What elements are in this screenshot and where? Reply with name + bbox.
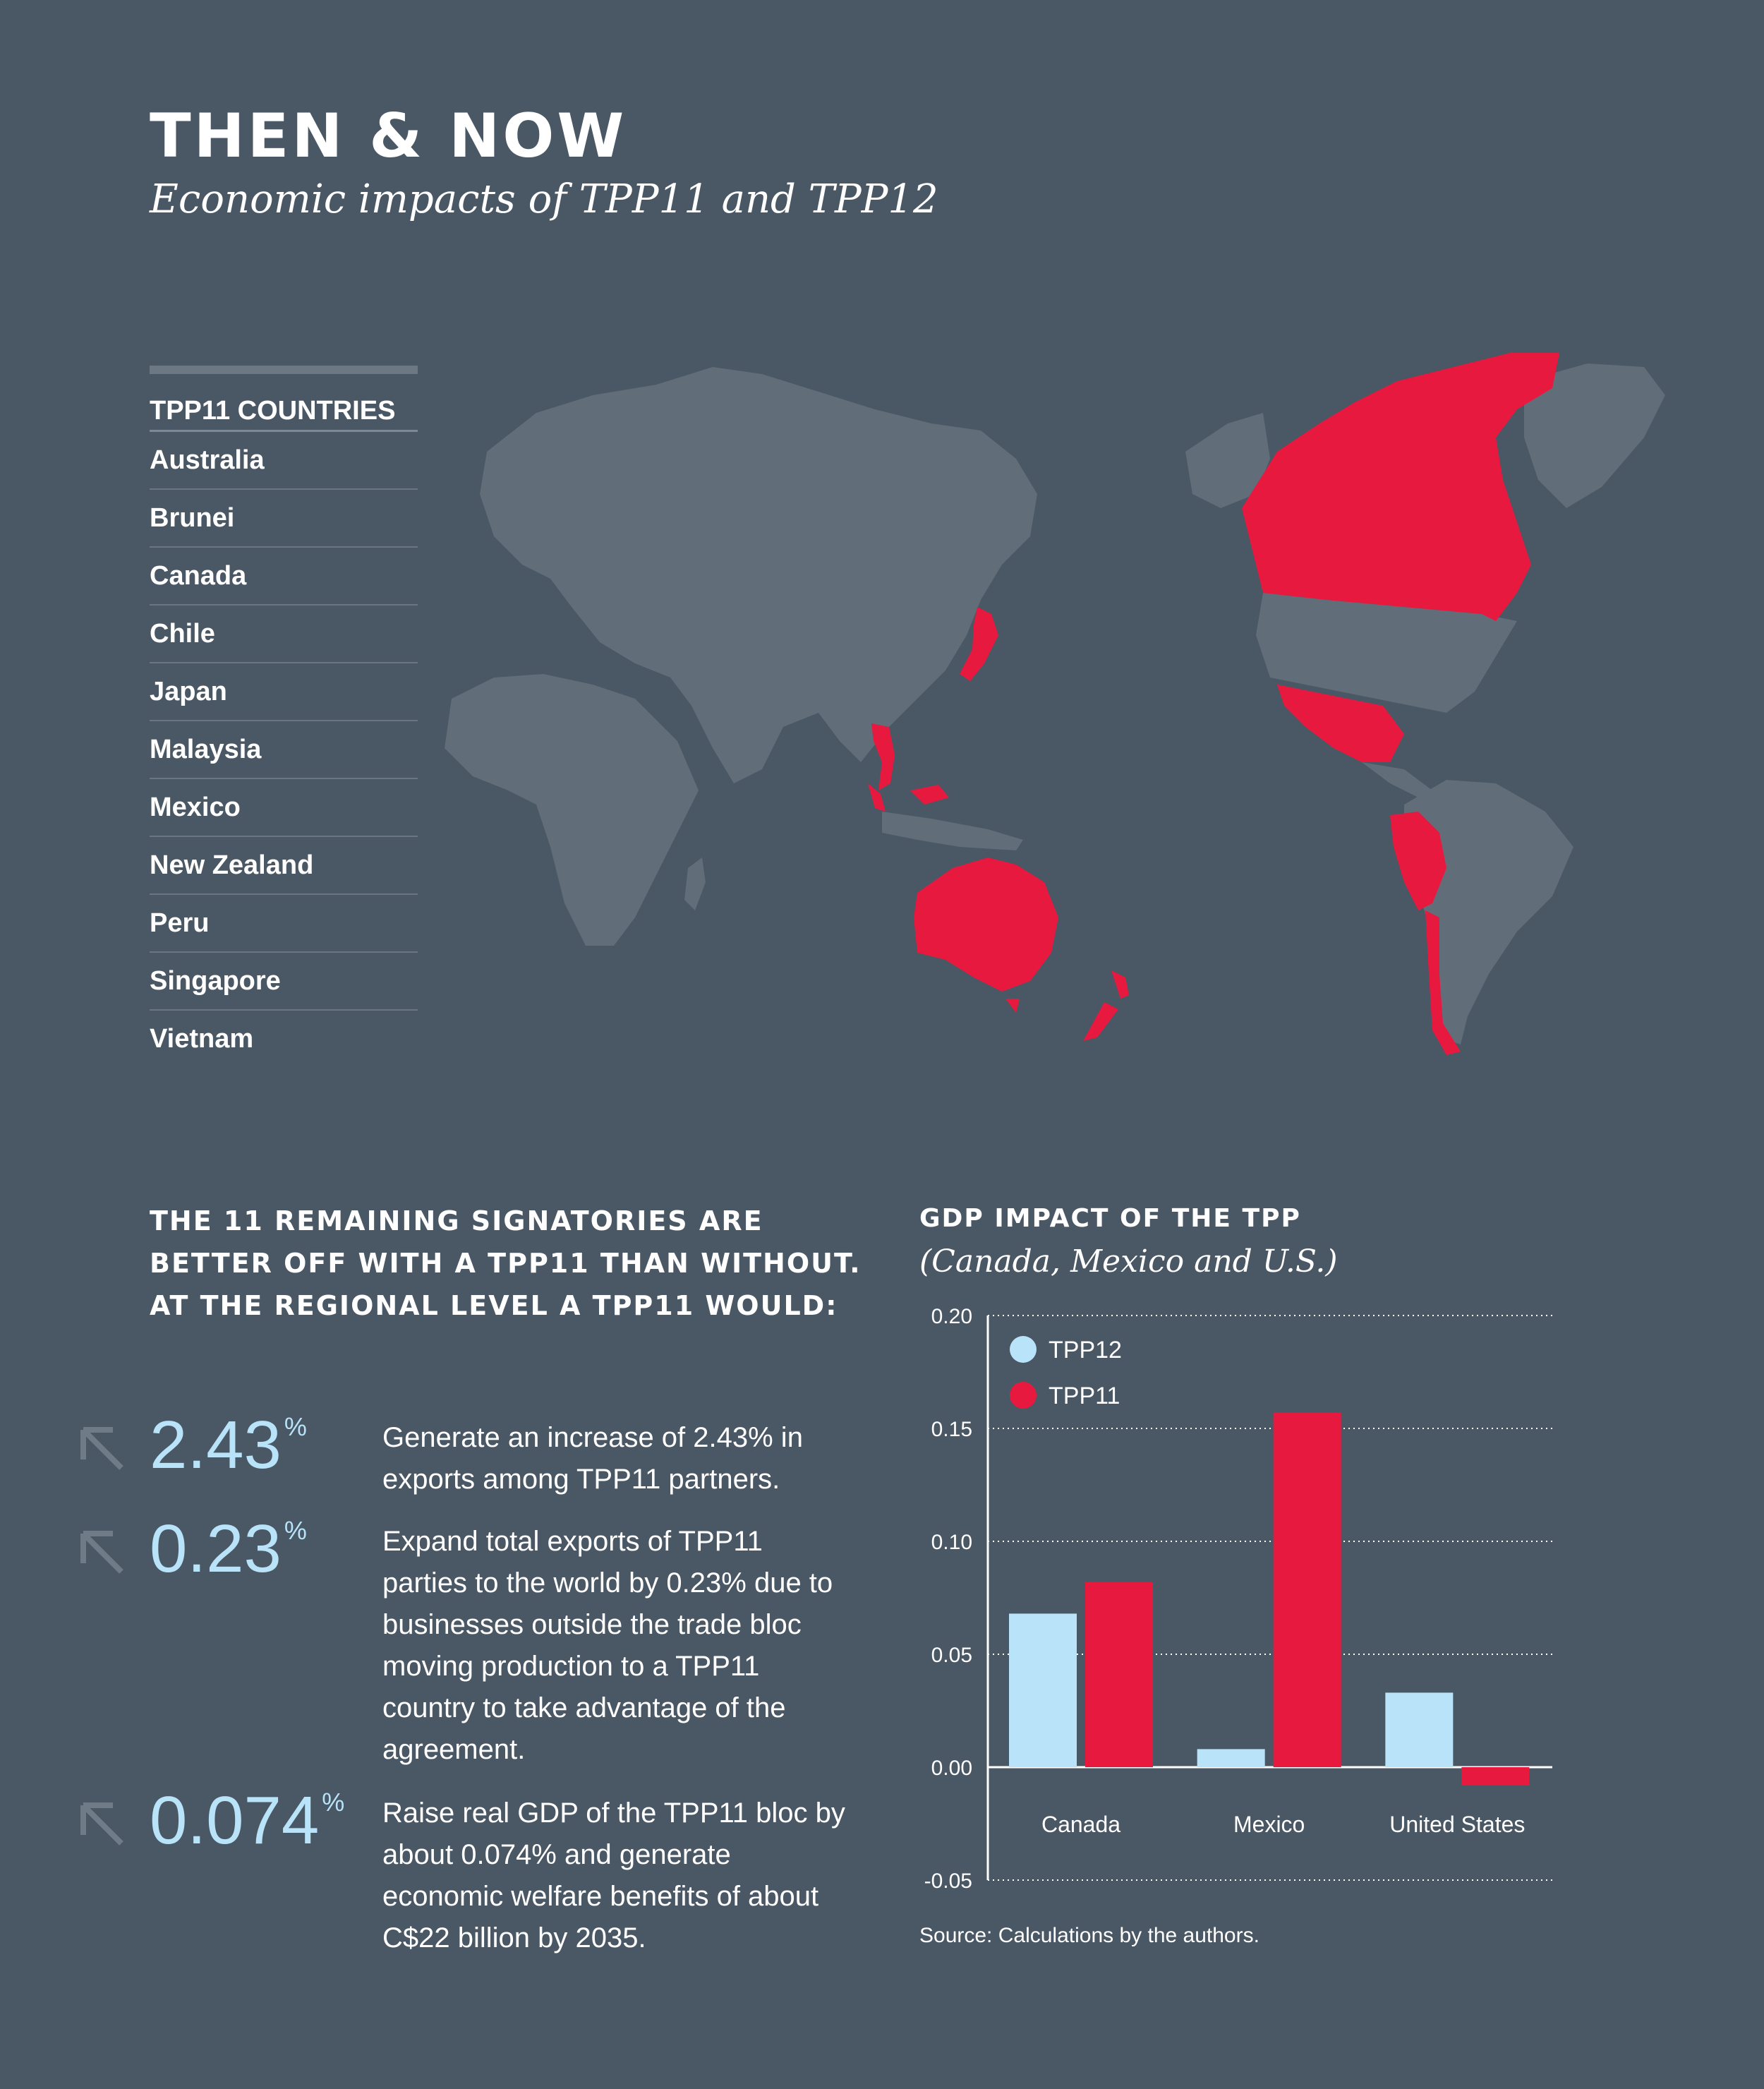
greenland-landmass [1524, 363, 1665, 508]
bar-tpp12 [1385, 1692, 1454, 1767]
arrow-up-left-icon [80, 1802, 123, 1846]
y-tick-label: -0.05 [924, 1870, 972, 1893]
chart-source: Source: Calculations by the authors. [919, 1924, 1259, 1947]
country-item: Vietnam [150, 1024, 254, 1054]
chart-title: GDP IMPACT OF THE TPP [919, 1204, 1301, 1233]
bar-tpp12 [1197, 1749, 1265, 1767]
stat-description: Expand total exports of TPP11 parties to… [382, 1526, 833, 1765]
stat-value: 0.074% [150, 1783, 345, 1858]
stat-description: Raise real GDP of the TPP11 bloc by abou… [382, 1798, 845, 1953]
chile-shape [1425, 910, 1461, 1055]
world-map [445, 353, 1665, 1055]
canada-shape [1242, 353, 1559, 621]
x-tick-label: United States [1389, 1812, 1525, 1837]
country-item: Australia [150, 432, 418, 490]
stat-description: Generate an increase of 2.43% in exports… [382, 1422, 803, 1495]
country-list-panel: TPP11 COUNTRIES Australia Brunei Canada … [150, 366, 418, 1068]
vietnam-shape [871, 723, 895, 790]
bar-tpp11 [1085, 1582, 1153, 1767]
borneo-malaysia-shape [910, 785, 949, 805]
country-item: Mexico [150, 779, 418, 837]
x-tick-label: Canada [1041, 1812, 1120, 1837]
legend-swatch [1010, 1336, 1037, 1363]
country-item: Malaysia [150, 721, 418, 779]
peru-shape [1390, 812, 1446, 910]
y-tick-label: 0.05 [931, 1644, 972, 1667]
country-item: Chile [150, 606, 418, 663]
stat-value: 2.43% [150, 1407, 307, 1483]
bar-tpp12 [1009, 1613, 1077, 1767]
y-tick-label: 0.15 [931, 1418, 972, 1441]
country-item: Peru [150, 895, 418, 953]
page-subtitle: Economic impacts of TPP11 and TPP12 [150, 176, 938, 222]
malaysia-shape [868, 783, 886, 812]
south-america-landmass [1404, 780, 1573, 1044]
legend-swatch [1010, 1382, 1037, 1409]
arrow-up-left-icon [80, 1531, 123, 1574]
country-list-title: TPP11 COUNTRIES [150, 374, 418, 432]
alaska-landmass [1185, 413, 1270, 508]
australia-shape [914, 857, 1058, 992]
country-item: Japan [150, 663, 418, 721]
eurasia-landmass [480, 367, 1037, 783]
gdp-bar-chart: 0.20 0.15 0.10 0.05 0.00 -0.05 Canada Mexico Uni… [924, 1305, 1552, 1893]
usa-landmass [1256, 593, 1517, 713]
central-america-landmass [1362, 762, 1432, 797]
country-item: Singapore [150, 953, 418, 1011]
y-tick-label: 0.00 [931, 1757, 972, 1780]
madagascar-landmass [684, 857, 706, 910]
japan-shape [960, 607, 998, 681]
indonesia-landmass [882, 812, 1023, 850]
country-item: Canada [150, 548, 418, 606]
bar-tpp11 [1273, 1412, 1341, 1767]
stat-value: 0.23% [150, 1511, 307, 1587]
divider [150, 366, 418, 374]
stats-heading: THE 11 REMAINING SIGNATORIES ARE BETTER … [150, 1205, 862, 1321]
country-list: Australia Brunei Canada Chile Japan Mala… [150, 432, 418, 1068]
tpp11-countries [868, 353, 1559, 1055]
land-masses [445, 363, 1665, 1044]
africa-landmass [445, 674, 699, 946]
page-title: THEN & NOW [150, 101, 627, 171]
arrow-up-left-icon [80, 1427, 123, 1470]
legend-label: TPP11 [1049, 1383, 1120, 1409]
country-item: Brunei [150, 490, 418, 548]
legend-label: TPP12 [1049, 1337, 1122, 1363]
new-zealand-shape [1083, 970, 1129, 1041]
tasmania-shape [1005, 999, 1020, 1013]
x-tick-label: Mexico [1233, 1812, 1305, 1837]
bar-tpp11 [1461, 1767, 1530, 1786]
country-item: New Zealand [150, 837, 418, 895]
chart-subtitle: (Canada, Mexico and U.S.) [919, 1244, 1338, 1280]
y-tick-label: 0.10 [931, 1531, 972, 1554]
mexico-shape [1277, 685, 1404, 762]
y-tick-label: 0.20 [931, 1305, 972, 1328]
